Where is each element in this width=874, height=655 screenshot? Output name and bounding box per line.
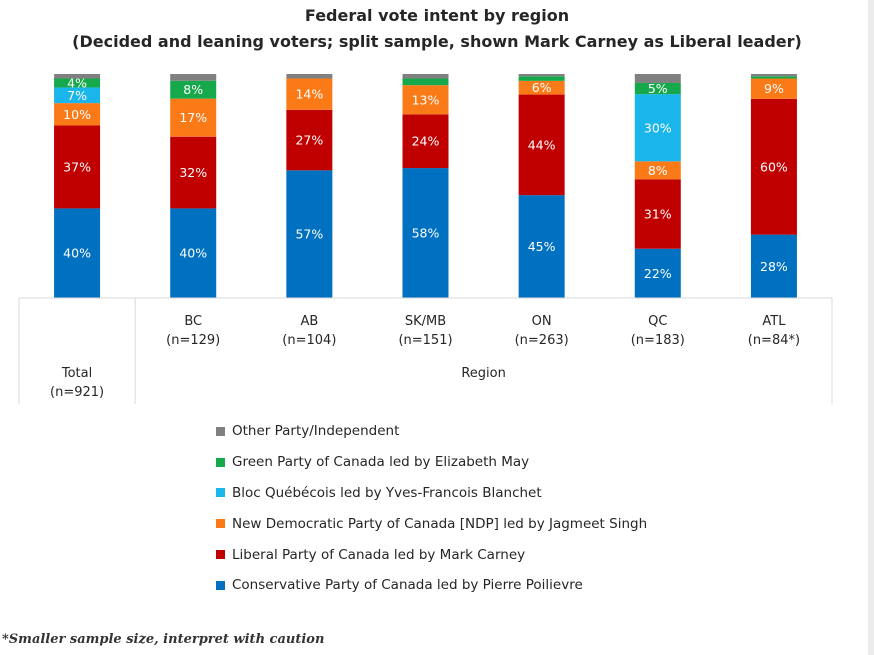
bar-segment bbox=[54, 87, 101, 104]
page-edge bbox=[868, 0, 874, 655]
data-label: 28% bbox=[760, 259, 788, 274]
bar-segment bbox=[54, 74, 101, 79]
bar-segment bbox=[54, 103, 101, 126]
legend-label: Other Party/Independent bbox=[232, 423, 400, 440]
legend-label: Liberal Party of Canada led by Mark Carn… bbox=[232, 546, 526, 563]
chart-legend: Other Party/Independent Green Party of Ca… bbox=[216, 416, 647, 601]
legend-swatch bbox=[216, 519, 225, 529]
bar-segment bbox=[634, 82, 681, 95]
bar-segment bbox=[54, 125, 101, 209]
data-label: 8% bbox=[648, 163, 668, 178]
bar-segment bbox=[750, 74, 797, 77]
category-label: ON (n=263) bbox=[515, 314, 569, 348]
data-label: 10% bbox=[63, 107, 91, 122]
bar-segment bbox=[634, 74, 681, 83]
data-label: 44% bbox=[528, 137, 556, 152]
bar-segment bbox=[170, 98, 217, 137]
legend-label: Green Party of Canada led by Elizabeth M… bbox=[232, 454, 530, 471]
data-label: 60% bbox=[760, 159, 788, 174]
legend-item: New Democratic Party of Canada [NDP] led… bbox=[216, 508, 647, 539]
data-label: 32% bbox=[179, 165, 207, 180]
data-label: 8% bbox=[183, 82, 203, 97]
stacked-bar-chart: 40% 37% 10% 7%4% 40% 32% 17% 8% 57% 27% 14% 58% 24% 1… bbox=[18, 74, 833, 404]
bar-segment bbox=[402, 78, 449, 86]
data-label: 57% bbox=[295, 227, 323, 242]
data-label: 6% bbox=[532, 80, 552, 95]
bar-segment bbox=[54, 208, 101, 298]
category-label: ATL (n=84*) bbox=[748, 314, 800, 348]
data-label: 22% bbox=[644, 266, 672, 281]
legend-item: Green Party of Canada led by Elizabeth M… bbox=[216, 447, 647, 478]
bar-segment bbox=[402, 85, 449, 115]
data-label: 7% bbox=[67, 88, 87, 103]
category-label: QC (n=183) bbox=[631, 314, 685, 348]
bar-segment bbox=[402, 114, 449, 169]
data-label: 31% bbox=[644, 207, 672, 222]
legend-label: Bloc Québécois led by Yves-Francois Blan… bbox=[232, 484, 542, 501]
bar-segment bbox=[634, 179, 681, 249]
bar-segment bbox=[750, 234, 797, 298]
bar-segment bbox=[634, 161, 681, 180]
legend-label: Conservative Party of Canada led by Pier… bbox=[232, 577, 583, 594]
bar-segment bbox=[402, 74, 449, 79]
legend-swatch bbox=[216, 580, 225, 590]
bar-segment bbox=[750, 98, 797, 235]
legend-item: Liberal Party of Canada led by Mark Carn… bbox=[216, 539, 647, 570]
data-label: 27% bbox=[295, 133, 323, 148]
bar-segment bbox=[170, 74, 217, 81]
chart-title: Federal vote intent by region bbox=[304, 6, 570, 25]
data-label: 24% bbox=[412, 134, 440, 149]
category-label: SK/MB (n=151) bbox=[398, 314, 452, 348]
bar-segment bbox=[750, 76, 797, 79]
data-label: 17% bbox=[179, 110, 207, 125]
bar-segment bbox=[286, 78, 333, 110]
category-label: AB (n=104) bbox=[282, 314, 336, 348]
bar-segment bbox=[518, 195, 565, 298]
data-label: 9% bbox=[764, 81, 784, 96]
bar-segment bbox=[54, 78, 101, 88]
bar-segment bbox=[518, 74, 565, 77]
data-label: 5% bbox=[648, 81, 668, 96]
bar-segment bbox=[170, 80, 217, 99]
legend-swatch bbox=[216, 550, 225, 560]
footnote: *Smaller sample size, interpret with cau… bbox=[2, 632, 325, 647]
legend-item: Bloc Québécois led by Yves-Francois Blan… bbox=[216, 478, 647, 509]
data-label: 37% bbox=[63, 159, 91, 174]
data-label: 40% bbox=[179, 246, 207, 261]
chart-subtitle: (Decided and leaning voters; split sampl… bbox=[72, 32, 802, 51]
category-label: BC (n=129) bbox=[166, 314, 220, 348]
category-label: Total (n=921) bbox=[50, 366, 104, 400]
group-label: Region bbox=[461, 366, 506, 381]
legend-item: Conservative Party of Canada led by Pier… bbox=[216, 570, 647, 601]
bar-segment bbox=[518, 94, 565, 196]
legend-item: Other Party/Independent bbox=[216, 416, 647, 447]
bar-segment bbox=[518, 76, 565, 81]
data-label: 4% bbox=[67, 75, 87, 90]
bar-segment bbox=[402, 168, 449, 298]
data-label: 13% bbox=[412, 92, 440, 107]
legend-label: New Democratic Party of Canada [NDP] led… bbox=[232, 515, 648, 532]
bar-segment bbox=[634, 248, 681, 298]
bar-segment bbox=[286, 170, 333, 298]
legend-swatch bbox=[216, 426, 225, 436]
bar-segment bbox=[750, 78, 797, 99]
bar-segment bbox=[170, 208, 217, 298]
bar-segment bbox=[518, 80, 565, 95]
legend-swatch bbox=[216, 488, 225, 498]
data-label: 14% bbox=[295, 87, 323, 102]
bar-segment bbox=[634, 94, 681, 162]
legend-swatch bbox=[216, 457, 225, 467]
data-label: 45% bbox=[528, 239, 556, 254]
bar-segment bbox=[286, 109, 333, 171]
data-label: 30% bbox=[644, 120, 672, 135]
data-label: 40% bbox=[63, 246, 91, 261]
bar-segment bbox=[286, 74, 333, 79]
bar-segment bbox=[170, 136, 217, 209]
data-label: 58% bbox=[412, 226, 440, 241]
